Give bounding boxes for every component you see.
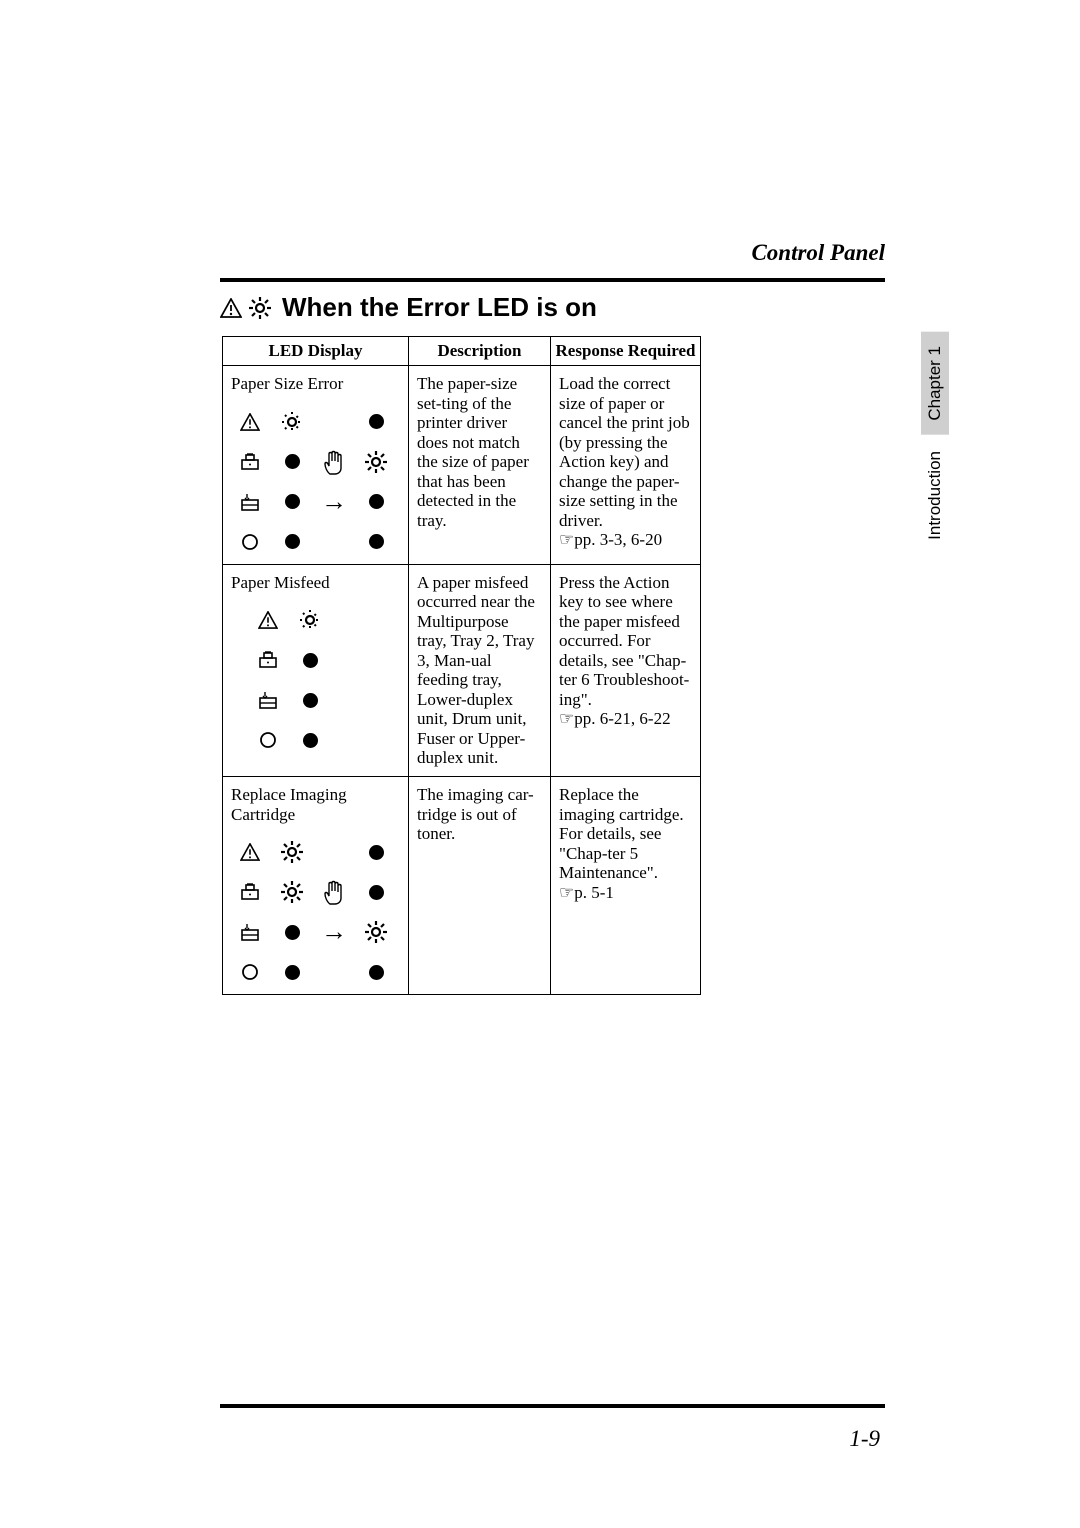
led-on-icon — [277, 925, 307, 940]
led-on-icon — [361, 845, 391, 860]
response-text: Press the Action key to see where the pa… — [559, 573, 689, 709]
blink-icon — [277, 880, 307, 904]
warning-icon — [235, 413, 265, 431]
led-on-icon — [277, 454, 307, 469]
table-header-row: LED Display Description Response Require… — [223, 337, 701, 366]
led-on-icon — [295, 693, 325, 708]
blink-icon — [361, 450, 391, 474]
response-text: Replace the imaging cartridge. For detai… — [559, 785, 684, 882]
page-number: 1-9 — [849, 1426, 880, 1452]
tray-icon — [235, 492, 265, 512]
page-header: Control Panel — [751, 240, 885, 266]
section-title: When the Error LED is on — [220, 292, 597, 323]
response-cell: Load the correct size of paper or cancel… — [551, 366, 701, 565]
table-row: Replace Imaging Cartridge — [223, 777, 701, 995]
hand-icon — [319, 878, 349, 906]
led-on-icon — [361, 885, 391, 900]
warning-icon — [235, 843, 265, 861]
response-cell: Press the Action key to see where the pa… — [551, 564, 701, 776]
blink-icon — [277, 840, 307, 864]
led-table: LED Display Description Response Require… — [222, 336, 701, 995]
led-on-icon — [277, 494, 307, 509]
page-ref: ☞pp. 3-3, 6-20 — [559, 530, 662, 549]
led-on-icon — [361, 414, 391, 429]
circle-icon — [235, 963, 265, 981]
led-on-icon — [277, 534, 307, 549]
blink-icon — [295, 608, 325, 632]
printer-icon — [253, 650, 283, 670]
hand-icon — [319, 448, 349, 476]
circle-icon — [235, 533, 265, 551]
led-display-cell: Paper Misfeed — [223, 564, 409, 776]
side-tab: Chapter 1 Introduction — [920, 332, 950, 548]
warning-icon — [253, 611, 283, 629]
led-diagram-paper-size: → — [235, 408, 400, 556]
blink-icon — [277, 410, 307, 434]
table-row: Paper Misfeed — [223, 564, 701, 776]
description-cell: A paper misfeed occurred near the Multip… — [409, 564, 551, 776]
th-desc: Description — [409, 337, 551, 366]
chapter-tab: Chapter 1 — [921, 332, 949, 435]
led-on-icon — [361, 965, 391, 980]
led-name: Paper Size Error — [231, 374, 400, 394]
led-on-icon — [361, 534, 391, 549]
page: Control Panel When the Error LED is on L… — [0, 0, 1080, 1528]
title-icons — [220, 296, 272, 320]
printer-icon — [235, 452, 265, 472]
led-diagram-replace-cartridge: → — [235, 838, 400, 986]
th-resp: Response Required — [551, 337, 701, 366]
circle-icon — [253, 731, 283, 749]
led-on-icon — [295, 733, 325, 748]
led-on-icon — [361, 494, 391, 509]
top-rule — [220, 278, 885, 282]
section-title-text: When the Error LED is on — [282, 292, 597, 323]
page-ref: ☞p. 5-1 — [559, 883, 614, 902]
th-led: LED Display — [223, 337, 409, 366]
led-display-cell: Replace Imaging Cartridge — [223, 777, 409, 995]
warning-icon — [220, 298, 242, 318]
led-name: Paper Misfeed — [231, 573, 400, 593]
chapter-label: Introduction — [925, 443, 945, 548]
bottom-rule — [220, 1404, 885, 1408]
led-name: Replace Imaging Cartridge — [231, 785, 400, 824]
response-text: Load the correct size of paper or cancel… — [559, 374, 690, 530]
blink-icon — [248, 296, 272, 320]
led-on-icon — [295, 653, 325, 668]
printer-icon — [235, 882, 265, 902]
led-diagram-paper-misfeed — [253, 606, 400, 754]
blink-icon — [361, 920, 391, 944]
led-display-cell: Paper Size Error — [223, 366, 409, 565]
response-cell: Replace the imaging cartridge. For detai… — [551, 777, 701, 995]
tray-icon — [235, 922, 265, 942]
led-on-icon — [277, 965, 307, 980]
description-cell: The imaging car-tridge is out of toner. — [409, 777, 551, 995]
tray-icon — [253, 690, 283, 710]
table-row: Paper Size Error — [223, 366, 701, 565]
description-cell: The paper-size set-ting of the printer d… — [409, 366, 551, 565]
page-ref: ☞pp. 6-21, 6-22 — [559, 709, 671, 728]
